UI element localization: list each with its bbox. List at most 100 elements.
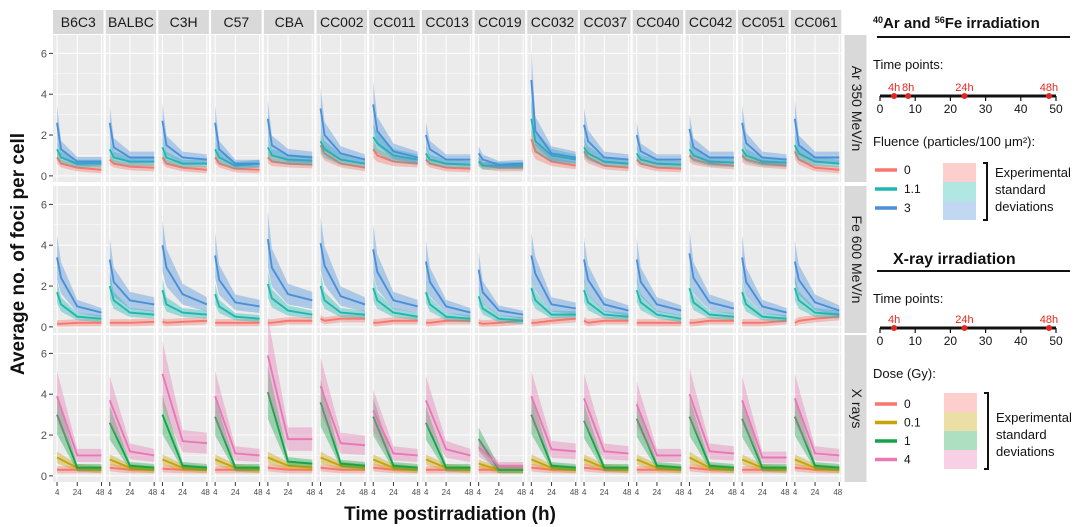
panel-xray-cc061	[790, 335, 842, 482]
series-line-3	[425, 261, 471, 314]
dose-sd-swatches: Experimental standard deviations	[944, 392, 1072, 470]
series-line-0-1	[530, 458, 576, 471]
series-line-0	[636, 158, 682, 170]
strip-label-cc051: CC051	[742, 14, 786, 30]
series-line-1-1	[530, 287, 576, 316]
series-line-4	[56, 395, 102, 457]
series-line-0	[478, 319, 524, 325]
sd-ribbon-0	[267, 317, 313, 327]
xray-legend-title: X-ray irradiation	[893, 251, 1016, 268]
x-tick-label-cc051-48: 48	[781, 488, 790, 497]
x-tick-label-cc051-4: 4	[740, 488, 745, 497]
x-tick-label-cc061-24: 24	[811, 488, 820, 497]
strip-cc013	[421, 10, 473, 34]
panel-bg	[527, 35, 578, 182]
strip-label-c57: C57	[224, 14, 250, 30]
series-line-1	[214, 416, 260, 469]
timepoint-label-8: 8h	[902, 82, 914, 94]
series-line-1-1	[635, 152, 682, 166]
series-line-4	[793, 397, 840, 457]
legend-key-label-1-1: 1.1	[904, 182, 921, 196]
row-strip-xray	[844, 335, 867, 482]
sd-ribbon-1	[57, 395, 102, 472]
series-line-0	[214, 156, 260, 171]
sd-ribbon-1	[531, 395, 576, 472]
x-tick-label-cc011-4: 4	[371, 488, 376, 497]
panel-bg	[263, 186, 315, 333]
series-line-0	[109, 320, 155, 324]
sd-ribbon-0	[425, 317, 471, 327]
panel-bg	[632, 335, 684, 482]
panel-bg	[369, 186, 420, 333]
strip-label-balbc: BALBC	[108, 14, 154, 30]
series-line-4	[161, 373, 207, 445]
strip-b6c3	[53, 10, 104, 34]
x-tick-label-cc002-4: 4	[319, 488, 324, 497]
series-line-3	[214, 255, 260, 308]
sd-ribbon-1-1	[215, 283, 260, 323]
series-line-1	[161, 414, 207, 469]
x-tick-label-cc032-4: 4	[529, 488, 534, 497]
series-line-0	[793, 150, 840, 171]
panel-xray-c3h	[158, 335, 209, 482]
strip-balbc	[105, 10, 157, 34]
timeline-tick-label: 0	[877, 334, 884, 348]
strip-label-cc011: CC011	[373, 14, 416, 30]
sd-ribbon-3	[267, 210, 313, 309]
panel-fe-cba	[263, 186, 315, 333]
panel-fe-cc002	[316, 186, 367, 333]
series-line-1	[266, 391, 313, 465]
strip-cba	[263, 10, 315, 34]
series-line-1-1	[266, 283, 313, 316]
panel-fe-cc040	[632, 186, 684, 333]
sd-ribbon-1-1	[215, 140, 260, 170]
x-tick-label-cc061-4: 4	[793, 488, 798, 497]
series-line-3	[266, 118, 313, 159]
series-line-1-1	[583, 146, 629, 165]
series-line-0	[162, 319, 207, 324]
x-tick-label-cc040-4: 4	[635, 488, 640, 497]
series-line-3	[372, 249, 418, 308]
series-line-3	[319, 108, 366, 161]
panel-ar-cc037	[580, 35, 631, 182]
series-line-3	[583, 259, 629, 312]
sd-ribbon-1-1	[689, 275, 734, 321]
series-line-4	[108, 399, 155, 457]
sd-ribbon-3	[267, 100, 313, 164]
sd-ribbon-0	[215, 151, 260, 174]
sd-ribbon-1-1	[425, 281, 471, 323]
sd-ribbon-3	[320, 216, 365, 312]
sd-ribbon-3	[162, 103, 207, 165]
x-tick-label-cc032-48: 48	[570, 488, 579, 497]
x-tick-label-cc019-24: 24	[494, 488, 503, 497]
series-line-1-1	[161, 146, 207, 165]
panel-ar-cc051	[738, 35, 789, 182]
series-line-0-1	[636, 458, 682, 471]
series-line-1-1	[477, 160, 524, 167]
series-line-0	[161, 156, 207, 171]
series-line-0	[372, 148, 418, 165]
panel-xray-cc013	[421, 335, 473, 482]
sd-ribbon-1-1	[373, 275, 418, 321]
sd-ribbon-0	[373, 140, 418, 168]
panel-xray-cc037	[580, 335, 631, 482]
series-line-3	[161, 120, 207, 161]
sd-ribbon-1	[689, 397, 734, 472]
sd-ribbon-1	[425, 405, 471, 472]
panel-ar-cc040	[632, 35, 684, 182]
panel-xray-c57	[211, 335, 262, 482]
series-line-3	[635, 134, 682, 161]
facet-grid: B6C3 BALBC C3H C57 CBA CC002 CC011 CC013 CC019 CC…	[41, 10, 867, 497]
series-line-1-1	[56, 148, 102, 165]
y-axis-label: Average no. of foci per cell	[8, 133, 29, 375]
series-line-3	[56, 122, 102, 163]
sd-label-line-2: deviations	[996, 444, 1055, 459]
panel-bg	[211, 186, 262, 333]
series-line-3	[319, 242, 366, 306]
series-line-0	[109, 158, 155, 169]
panel-bg	[685, 186, 736, 333]
series-line-3	[793, 118, 840, 159]
panel-bg	[105, 335, 157, 482]
series-line-0	[267, 319, 313, 324]
sd-ribbon-4	[162, 341, 207, 454]
